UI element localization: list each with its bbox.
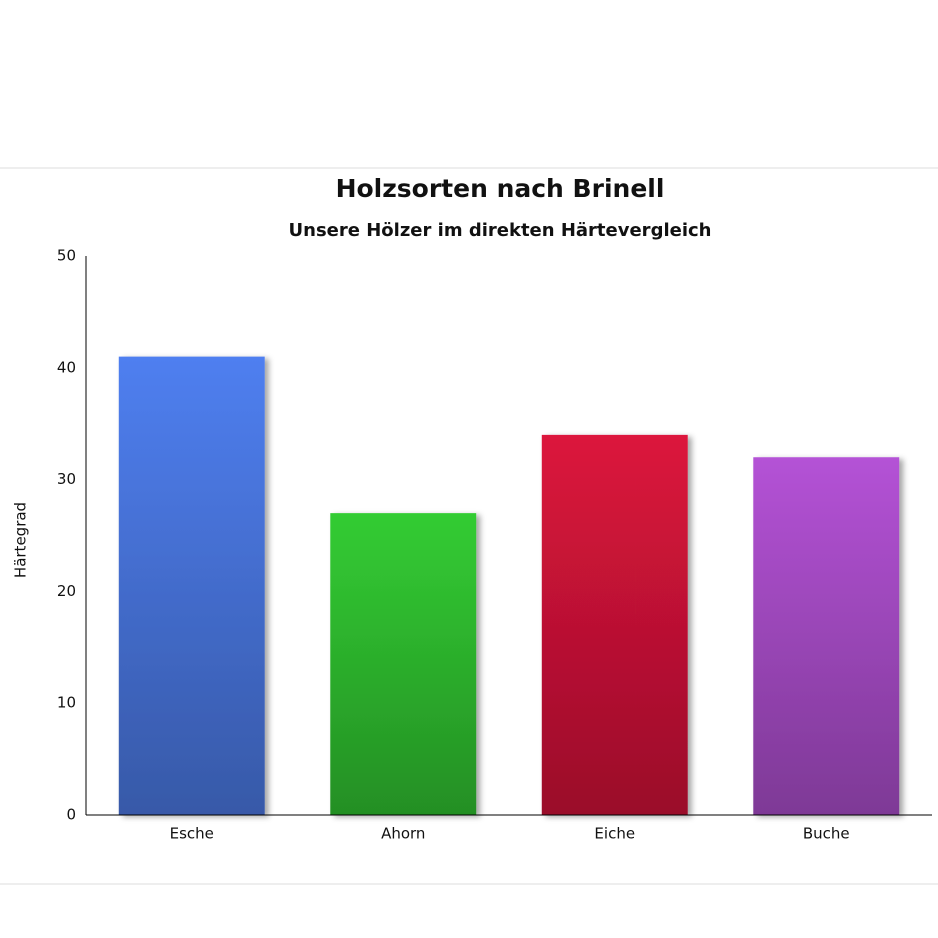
y-tick-label: 20	[57, 582, 76, 600]
y-tick-label: 40	[57, 358, 76, 376]
y-tick-label: 10	[57, 694, 76, 712]
chart-title: Holzsorten nach Brinell	[336, 174, 665, 203]
x-tick-label: Esche	[170, 825, 214, 843]
x-tick-label: Ahorn	[381, 825, 425, 843]
y-axis-label: Härtegrad	[12, 502, 30, 578]
bar	[118, 356, 265, 815]
bar	[753, 457, 900, 815]
y-tick-label: 30	[57, 470, 76, 488]
x-tick-label: Eiche	[594, 825, 635, 843]
chart-subtitle: Unsere Hölzer im direkten Härtevergleich	[289, 220, 712, 241]
x-tick-label: Buche	[803, 825, 850, 843]
y-tick-label: 0	[66, 806, 76, 824]
bar	[541, 434, 688, 815]
bar	[330, 513, 477, 815]
y-tick-label: 50	[57, 247, 76, 265]
